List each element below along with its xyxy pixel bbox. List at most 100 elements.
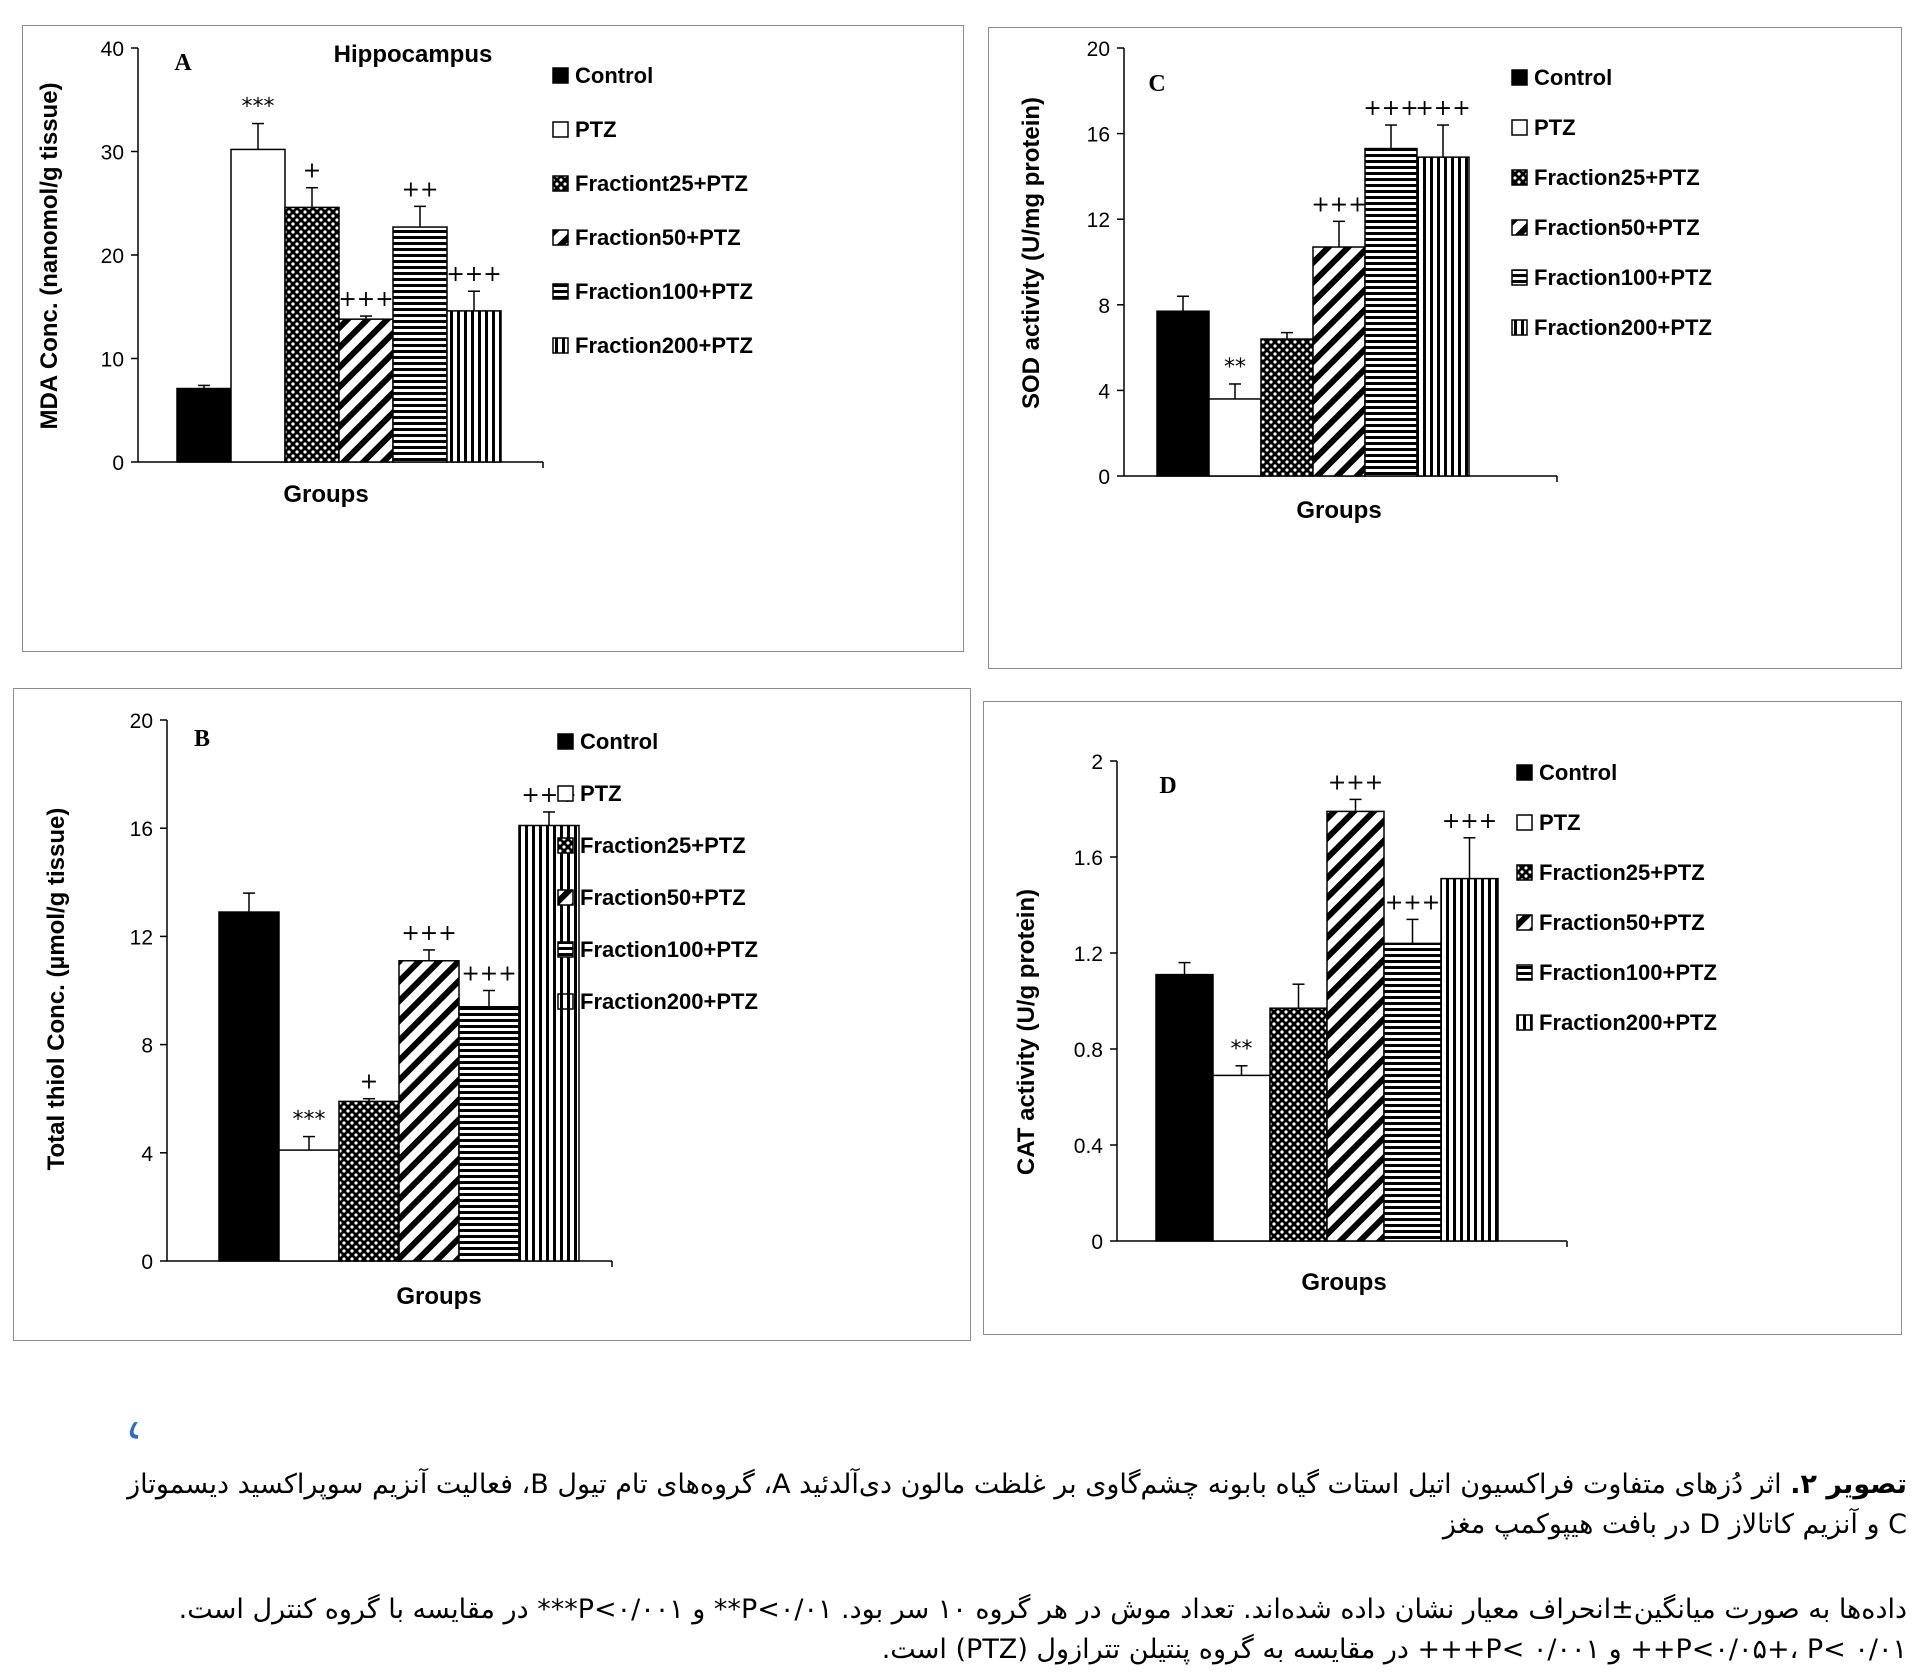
y-tick-label: 20 [1087, 38, 1110, 61]
significance-label-4: +++ [1311, 192, 1366, 217]
legend-swatch-5 [1511, 269, 1528, 286]
y-tick-label: 0.8 [1074, 1039, 1103, 1062]
y-tick-label: 2 [1091, 751, 1103, 774]
legend-swatch-6 [1511, 319, 1528, 336]
legend-swatch-6 [557, 993, 574, 1010]
bar-1 [218, 911, 280, 1262]
bar-6 [446, 310, 502, 463]
y-tick-label: 1.2 [1074, 943, 1103, 966]
x-axis-label: Groups [396, 1283, 481, 1310]
panel-letter: A [174, 50, 192, 76]
bar-4 [398, 959, 460, 1262]
bar-6 [518, 824, 580, 1262]
bar-5 [1364, 147, 1418, 477]
chart-panel-b: 0 4 8 12 16 20 *** + +++ +++ +++ B Groups Total thiol… [13, 688, 971, 1341]
bar-1 [1156, 310, 1210, 477]
bar-1 [1155, 973, 1214, 1242]
chart-panel-a: 0 10 20 30 40 *** + +++ ++ +++ A Hippocampus Groups M… [22, 25, 964, 652]
chart-title: Hippocampus [334, 41, 493, 68]
legend-entry-6: Fraction200+PTZ [575, 333, 753, 358]
significance-label-5: ++ [402, 177, 439, 202]
bar-4 [1312, 246, 1366, 477]
legend-swatch-3 [1516, 864, 1533, 881]
legend-swatch-4 [1516, 914, 1533, 931]
y-tick-label: 0 [1091, 1231, 1103, 1254]
legend-swatch-6 [1516, 1014, 1533, 1031]
figure-caption: تصویر ۲. اثر دُزهای متفاوت فراکسیون اتیل… [12, 1465, 1907, 1545]
bar-3 [284, 206, 340, 463]
legend-entry-2: PTZ [1534, 115, 1576, 140]
legend-entry-3: Fraction25+PTZ [1534, 165, 1700, 190]
bar-1 [176, 387, 232, 463]
bar-4 [1326, 810, 1385, 1242]
significance-label-2: *** [242, 95, 275, 120]
bar-4 [338, 318, 394, 463]
legend-entry-4: Fraction50+PTZ [1534, 215, 1700, 240]
bar-5 [392, 226, 448, 463]
legend-swatch-3 [1511, 169, 1528, 186]
caption-line-2: C و آنزیم کاتالاز D در بافت هیپوکمپ مغز [1442, 1509, 1907, 1540]
legend-swatch-1 [1516, 764, 1533, 781]
legend-swatch-5 [1516, 964, 1533, 981]
legend-swatch-2 [552, 121, 569, 138]
y-tick-label: 0 [112, 452, 124, 475]
legend-entry-1: Control [1534, 65, 1612, 90]
y-tick-label: 12 [1087, 209, 1110, 232]
caption-line-1: اثر دُزهای متفاوت فراکسیون اتیل استات گی… [127, 1469, 1791, 1500]
y-tick-label: 16 [1087, 124, 1110, 147]
significance-label-2: *** [293, 1108, 326, 1133]
significance-label-5: +++ [1385, 890, 1440, 915]
y-tick-label: 4 [141, 1143, 153, 1166]
bar-2 [1208, 398, 1262, 477]
bar-6 [1440, 877, 1499, 1242]
legend-swatch-3 [552, 175, 569, 192]
y-tick-label: 8 [1098, 295, 1110, 318]
significance-label-6: +++ [1442, 809, 1497, 834]
legend-entry-3: Fractiont25+PTZ [575, 171, 748, 196]
bar-3 [338, 1100, 400, 1262]
significance-label-4: +++ [401, 921, 456, 946]
legend-entry-1: Control [580, 729, 658, 754]
legend-swatch-1 [1511, 69, 1528, 86]
panel-letter: C [1148, 71, 1165, 97]
figure-notes: داده‌ها به صورت میانگین±انحراف معیار نشا… [12, 1590, 1907, 1670]
significance-label-6: +++ [446, 262, 501, 287]
legend-swatch-2 [1511, 119, 1528, 136]
publisher-logo: افق دانش [128, 1393, 138, 1439]
y-tick-label: 40 [101, 38, 124, 61]
legend-entry-6: Fraction200+PTZ [580, 989, 758, 1014]
y-tick-label: 0 [141, 1251, 153, 1274]
bar-2 [230, 148, 286, 463]
bar-5 [458, 1005, 520, 1262]
significance-label-3: + [303, 159, 321, 184]
legend-swatch-3 [557, 837, 574, 854]
bar-2 [278, 1149, 340, 1262]
legend-entry-1: Control [1539, 760, 1617, 785]
legend-entry-4: Fraction50+PTZ [1539, 910, 1705, 935]
legend-entry-5: Fraction100+PTZ [1539, 960, 1717, 985]
legend-swatch-4 [557, 889, 574, 906]
y-tick-label: 0 [1098, 466, 1110, 489]
y-tick-label: 20 [101, 245, 124, 268]
legend-swatch-2 [557, 785, 574, 802]
y-tick-label: 8 [141, 1035, 153, 1058]
legend-entry-3: Fraction25+PTZ [580, 833, 746, 858]
legend-entry-3: Fraction25+PTZ [1539, 860, 1705, 885]
significance-label-4: +++ [338, 287, 393, 312]
significance-label-5: +++ [461, 962, 516, 987]
y-tick-label: 1.6 [1074, 847, 1103, 870]
y-tick-label: 20 [130, 710, 153, 733]
legend-entry-5: Fraction100+PTZ [580, 937, 758, 962]
caption-label: تصویر ۲. [1790, 1469, 1907, 1500]
bar-6 [1416, 156, 1470, 477]
legend-swatch-1 [557, 733, 574, 750]
significance-label-5: +++ [1363, 96, 1418, 121]
legend-entry-4: Fraction50+PTZ [575, 225, 741, 250]
panel-letter: D [1159, 773, 1176, 799]
chart-d-svg: 0 0.4 0.8 1.2 1.6 2 ** +++ +++ +++ D Groups CAT acti… [1013, 751, 1717, 1296]
bar-3 [1269, 1007, 1328, 1242]
legend-swatch-4 [1511, 219, 1528, 236]
